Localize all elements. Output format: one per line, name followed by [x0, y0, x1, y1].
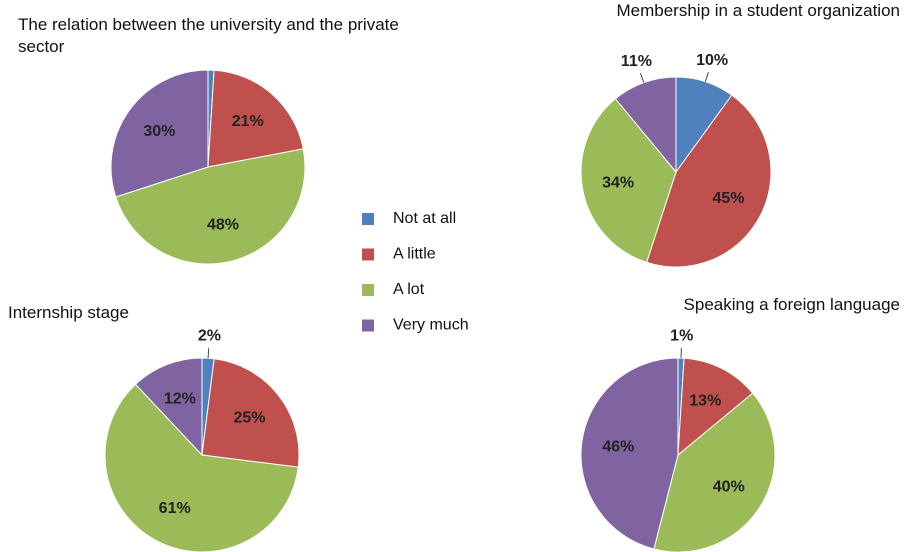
data-label: 25% [234, 409, 266, 426]
leader-line [704, 71, 709, 82]
pie-slice [110, 69, 209, 198]
legend-swatch [362, 213, 374, 225]
pie-slice [580, 357, 679, 550]
pie-title: Speaking a foreign language [683, 295, 900, 314]
data-label: 2% [198, 327, 221, 344]
legend-swatch [362, 284, 374, 296]
data-label: 30% [143, 123, 175, 140]
pie-slice [677, 357, 754, 457]
legend-label: Very much [393, 317, 469, 334]
data-label: 34% [602, 174, 634, 191]
data-label: 12% [164, 390, 196, 407]
data-label: 40% [713, 478, 745, 495]
data-label: 1% [670, 327, 693, 344]
pie-slice [134, 357, 203, 457]
pie-title: Membership in a student organization [616, 1, 901, 20]
pie-slice [580, 98, 677, 263]
pie-slice [614, 76, 677, 174]
legend-label: A little [393, 246, 436, 263]
legend-label: Not at all [393, 210, 456, 227]
legend-label: A lot [393, 281, 425, 298]
pie-slice [104, 383, 299, 552]
data-label: 61% [159, 500, 191, 517]
legend-swatch [362, 319, 374, 332]
legend-swatch [362, 248, 374, 261]
pie-slice [646, 94, 772, 268]
pie-slice [115, 148, 306, 265]
pie-title: The relation between the university and … [18, 15, 399, 56]
leader-line [639, 73, 645, 83]
data-label: 46% [602, 439, 634, 456]
data-label: 13% [689, 393, 721, 410]
data-label: 11% [621, 53, 652, 70]
pie-slice [201, 358, 300, 468]
data-label: 48% [207, 216, 239, 233]
data-label: 21% [232, 113, 264, 130]
data-label: 10% [696, 52, 728, 69]
pie-title: Internship stage [8, 303, 129, 322]
leader-line [207, 348, 210, 359]
data-label: 45% [712, 190, 744, 207]
pie-slice [207, 69, 304, 168]
